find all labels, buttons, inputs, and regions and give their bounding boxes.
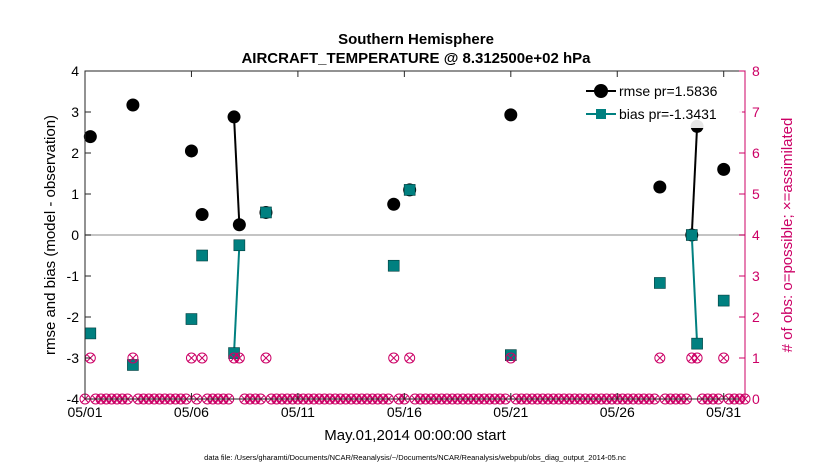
legend-rmse-label: rmse pr=1.5836 <box>619 83 718 99</box>
rmse-point <box>653 180 667 194</box>
bias-segment <box>690 234 699 344</box>
rmse-point <box>717 162 731 176</box>
legend-box <box>582 80 742 128</box>
y-right-tick-label: 8 <box>752 63 760 79</box>
rmse-point <box>195 208 209 221</box>
obs-possible-marker <box>691 352 703 364</box>
x-tick-label: 05/31 <box>706 404 741 420</box>
y-right-tick-label: 2 <box>752 309 760 325</box>
obs-assimilated-marker <box>389 353 398 363</box>
obs-possible-marker <box>233 352 245 364</box>
obs-assimilated-marker <box>128 353 138 363</box>
y-right-tick-label: 0 <box>752 391 760 407</box>
obs-possible-marker <box>127 352 139 364</box>
bias-point <box>505 349 517 361</box>
footer-data-file: data file: /Users/gharamti/Documents/NCA… <box>204 453 626 462</box>
x-tick-label: 05/16 <box>387 404 422 420</box>
obs-possible-marker <box>388 352 400 364</box>
bias-point <box>260 206 272 219</box>
obs-assimilated-marker <box>719 353 728 363</box>
y-right-tick-label: 3 <box>752 268 760 284</box>
x-tick-label: 05/21 <box>493 404 528 420</box>
obs-assimilated-marker <box>235 353 244 363</box>
obs-assimilated-marker <box>187 353 196 363</box>
bias-point <box>387 259 400 272</box>
rmse-segment <box>690 126 699 236</box>
y-right-axis-ticks: 0 1 2 3 4 5 6 7 8 <box>739 63 760 407</box>
obs-assimilated-marker <box>692 353 702 363</box>
rmse-point <box>387 197 401 211</box>
y-right-tick-label: 4 <box>752 227 760 243</box>
x-tick-label: 05/06 <box>174 404 209 420</box>
series-layer <box>83 98 731 371</box>
bias-point <box>196 249 208 262</box>
rmse-point <box>83 130 97 144</box>
obs-assimilated-marker <box>405 353 414 363</box>
obs-possible-marker <box>196 352 208 364</box>
obs-assimilated-marker <box>506 353 515 363</box>
chart-title-line1: Southern Hemisphere <box>338 31 494 48</box>
x-axis-label: May.01,2014 00:00:00 start <box>324 427 506 444</box>
obs-possible-marker <box>404 352 416 364</box>
bias-point <box>654 277 666 289</box>
chart-title-line2: AIRCRAFT_TEMPERATURE @ 8.312500e+02 hPa <box>241 50 591 67</box>
x-tick-label: 05/01 <box>67 404 102 420</box>
obs-possible-marker <box>654 352 666 364</box>
bias-point <box>691 337 703 350</box>
obs-possible-marker <box>718 352 730 364</box>
y-left-tick-label: 4 <box>71 63 79 79</box>
y-left-tick-label: -2 <box>67 309 80 325</box>
obs-assimilated-marker <box>261 353 271 363</box>
bias-point <box>127 359 139 371</box>
y-left-tick-label: -4 <box>67 391 80 407</box>
y-right-axis-label: # of obs: o=possible; ×=assimilated <box>779 118 796 353</box>
bias-point <box>233 239 246 252</box>
rmse-point <box>232 218 246 232</box>
bias-segment <box>233 245 241 354</box>
legend-bias-marker <box>596 109 606 119</box>
bias-point <box>403 184 416 196</box>
obs-assimilated-marker <box>197 353 207 363</box>
x-axis-ticks: 05/01 05/06 05/11 05/16 05/21 05/26 05/31 <box>67 71 741 420</box>
y-left-tick-label: 2 <box>71 145 79 161</box>
x-tick-label: 05/11 <box>281 404 315 420</box>
obs-possible-marker <box>185 352 197 364</box>
legend: rmse pr=1.5836 bias pr=-1.3431 <box>582 80 742 128</box>
y-left-tick-label: 3 <box>71 104 79 120</box>
y-left-axis-label: rmse and bias (model - observation) <box>42 115 59 355</box>
bias-point <box>185 313 198 325</box>
y-left-tick-label: -1 <box>67 268 80 284</box>
bias-point <box>685 229 698 241</box>
y-right-tick-label: 7 <box>752 104 760 120</box>
y-left-axis-ticks: -4 -3 -2 -1 0 1 2 3 4 <box>67 63 91 407</box>
y-left-tick-label: 0 <box>71 227 79 243</box>
obs-possible-marker <box>505 352 517 364</box>
y-left-tick-label: -3 <box>67 350 80 366</box>
rmse-segment <box>233 116 241 225</box>
legend-rmse-marker <box>594 84 608 98</box>
rmse-point <box>504 108 518 122</box>
y-right-tick-label: 1 <box>752 350 760 366</box>
y-right-tick-label: 5 <box>752 186 760 202</box>
y-right-tick-label: 6 <box>752 145 760 161</box>
y-left-tick-label: 1 <box>71 186 79 202</box>
legend-bias-label: bias pr=-1.3431 <box>619 106 717 122</box>
bias-point <box>717 294 730 307</box>
obs-possible-marker <box>260 352 272 364</box>
rmse-point <box>227 110 241 124</box>
obs-assimilated-marker <box>655 353 664 363</box>
rmse-point <box>126 98 140 112</box>
bias-point <box>84 327 97 340</box>
x-tick-label: 05/26 <box>600 404 635 420</box>
rmse-point <box>184 144 198 158</box>
